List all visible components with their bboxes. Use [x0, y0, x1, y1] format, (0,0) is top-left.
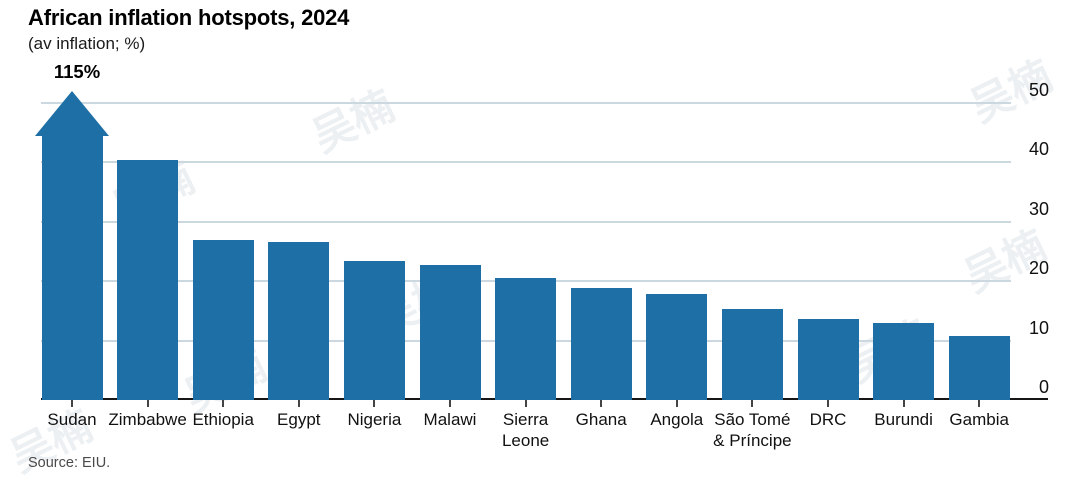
y-axis-label-50: 50	[1028, 80, 1049, 100]
x-axis-tick	[600, 400, 603, 407]
gridline-50	[41, 102, 1011, 104]
x-axis-label-burundi: Burundi	[874, 410, 933, 429]
bar-drc	[797, 319, 859, 400]
x-axis-tick	[524, 400, 527, 407]
value-annotation-sudan: 115%	[53, 61, 101, 82]
bar-angola	[646, 294, 708, 400]
x-axis-tick	[297, 400, 300, 407]
source-note: Source: EIU.	[28, 455, 111, 471]
x-axis-tick	[146, 400, 149, 407]
x-axis-tick	[373, 400, 376, 407]
y-axis-label-20: 20	[1028, 258, 1049, 279]
chart-subtitle: (av inflation; %)	[28, 34, 146, 53]
x-axis-label-ethiopia: Ethiopia	[192, 410, 254, 429]
chart-title: African inflation hotspots, 2024	[28, 5, 350, 30]
x-axis-label-ghana: Ghana	[575, 410, 627, 429]
y-axis-label-30: 30	[1028, 198, 1049, 219]
y-axis-label-40: 40	[1028, 139, 1049, 160]
y-axis-label-10: 10	[1028, 317, 1049, 338]
bar-sudan	[41, 136, 103, 400]
x-axis-tick	[978, 400, 981, 407]
x-axis-tick	[751, 400, 754, 407]
bar-ethiopia	[192, 239, 254, 400]
bar-egypt	[268, 241, 330, 400]
x-axis-label-sierra-leone: Sierra Leone	[501, 410, 550, 451]
bar-gambia	[948, 335, 1010, 400]
x-axis-label-gambia: Gambia	[949, 410, 1009, 429]
y-axis-label-0: 0	[1038, 377, 1049, 397]
x-axis-label-zimbabwe: Zimbabwe	[108, 410, 187, 429]
x-axis-label-angola: Angola	[650, 410, 704, 429]
x-axis-label-drc: DRC	[809, 410, 847, 429]
bar-chart-plot-area: 115% Sudan Zimbabwe Ethiopia Egypt Nigeria Mal…	[35, 61, 1048, 450]
gridline-30	[41, 220, 1011, 223]
bar-malawi	[419, 265, 481, 400]
x-axis-tick	[222, 400, 225, 407]
x-axis-label-nigeria: Nigeria	[347, 410, 402, 429]
bar-sierra-leone	[495, 278, 557, 400]
x-axis-tick	[827, 400, 829, 407]
bar-nigeria	[343, 261, 405, 400]
x-axis-label-egypt: Egypt	[277, 410, 321, 429]
x-axis-tick	[449, 400, 451, 407]
bar-ghana	[570, 288, 632, 400]
x-axis-tick	[675, 400, 678, 407]
bar-s-o-tom-pr-ncipe	[721, 309, 783, 400]
bar-zimbabwe	[117, 160, 179, 400]
gridline-40	[41, 161, 1011, 164]
x-axis-tick	[71, 400, 73, 407]
x-axis-label-sudan: Sudan	[47, 410, 97, 429]
x-axis-tick	[902, 400, 905, 407]
arrow-up-icon	[35, 91, 109, 136]
x-axis-label-s-o-tom-pr-ncipe: São Tomé & Príncipe	[713, 410, 792, 451]
x-axis-label-malawi: Malawi	[423, 410, 477, 429]
bar-burundi	[873, 323, 935, 400]
